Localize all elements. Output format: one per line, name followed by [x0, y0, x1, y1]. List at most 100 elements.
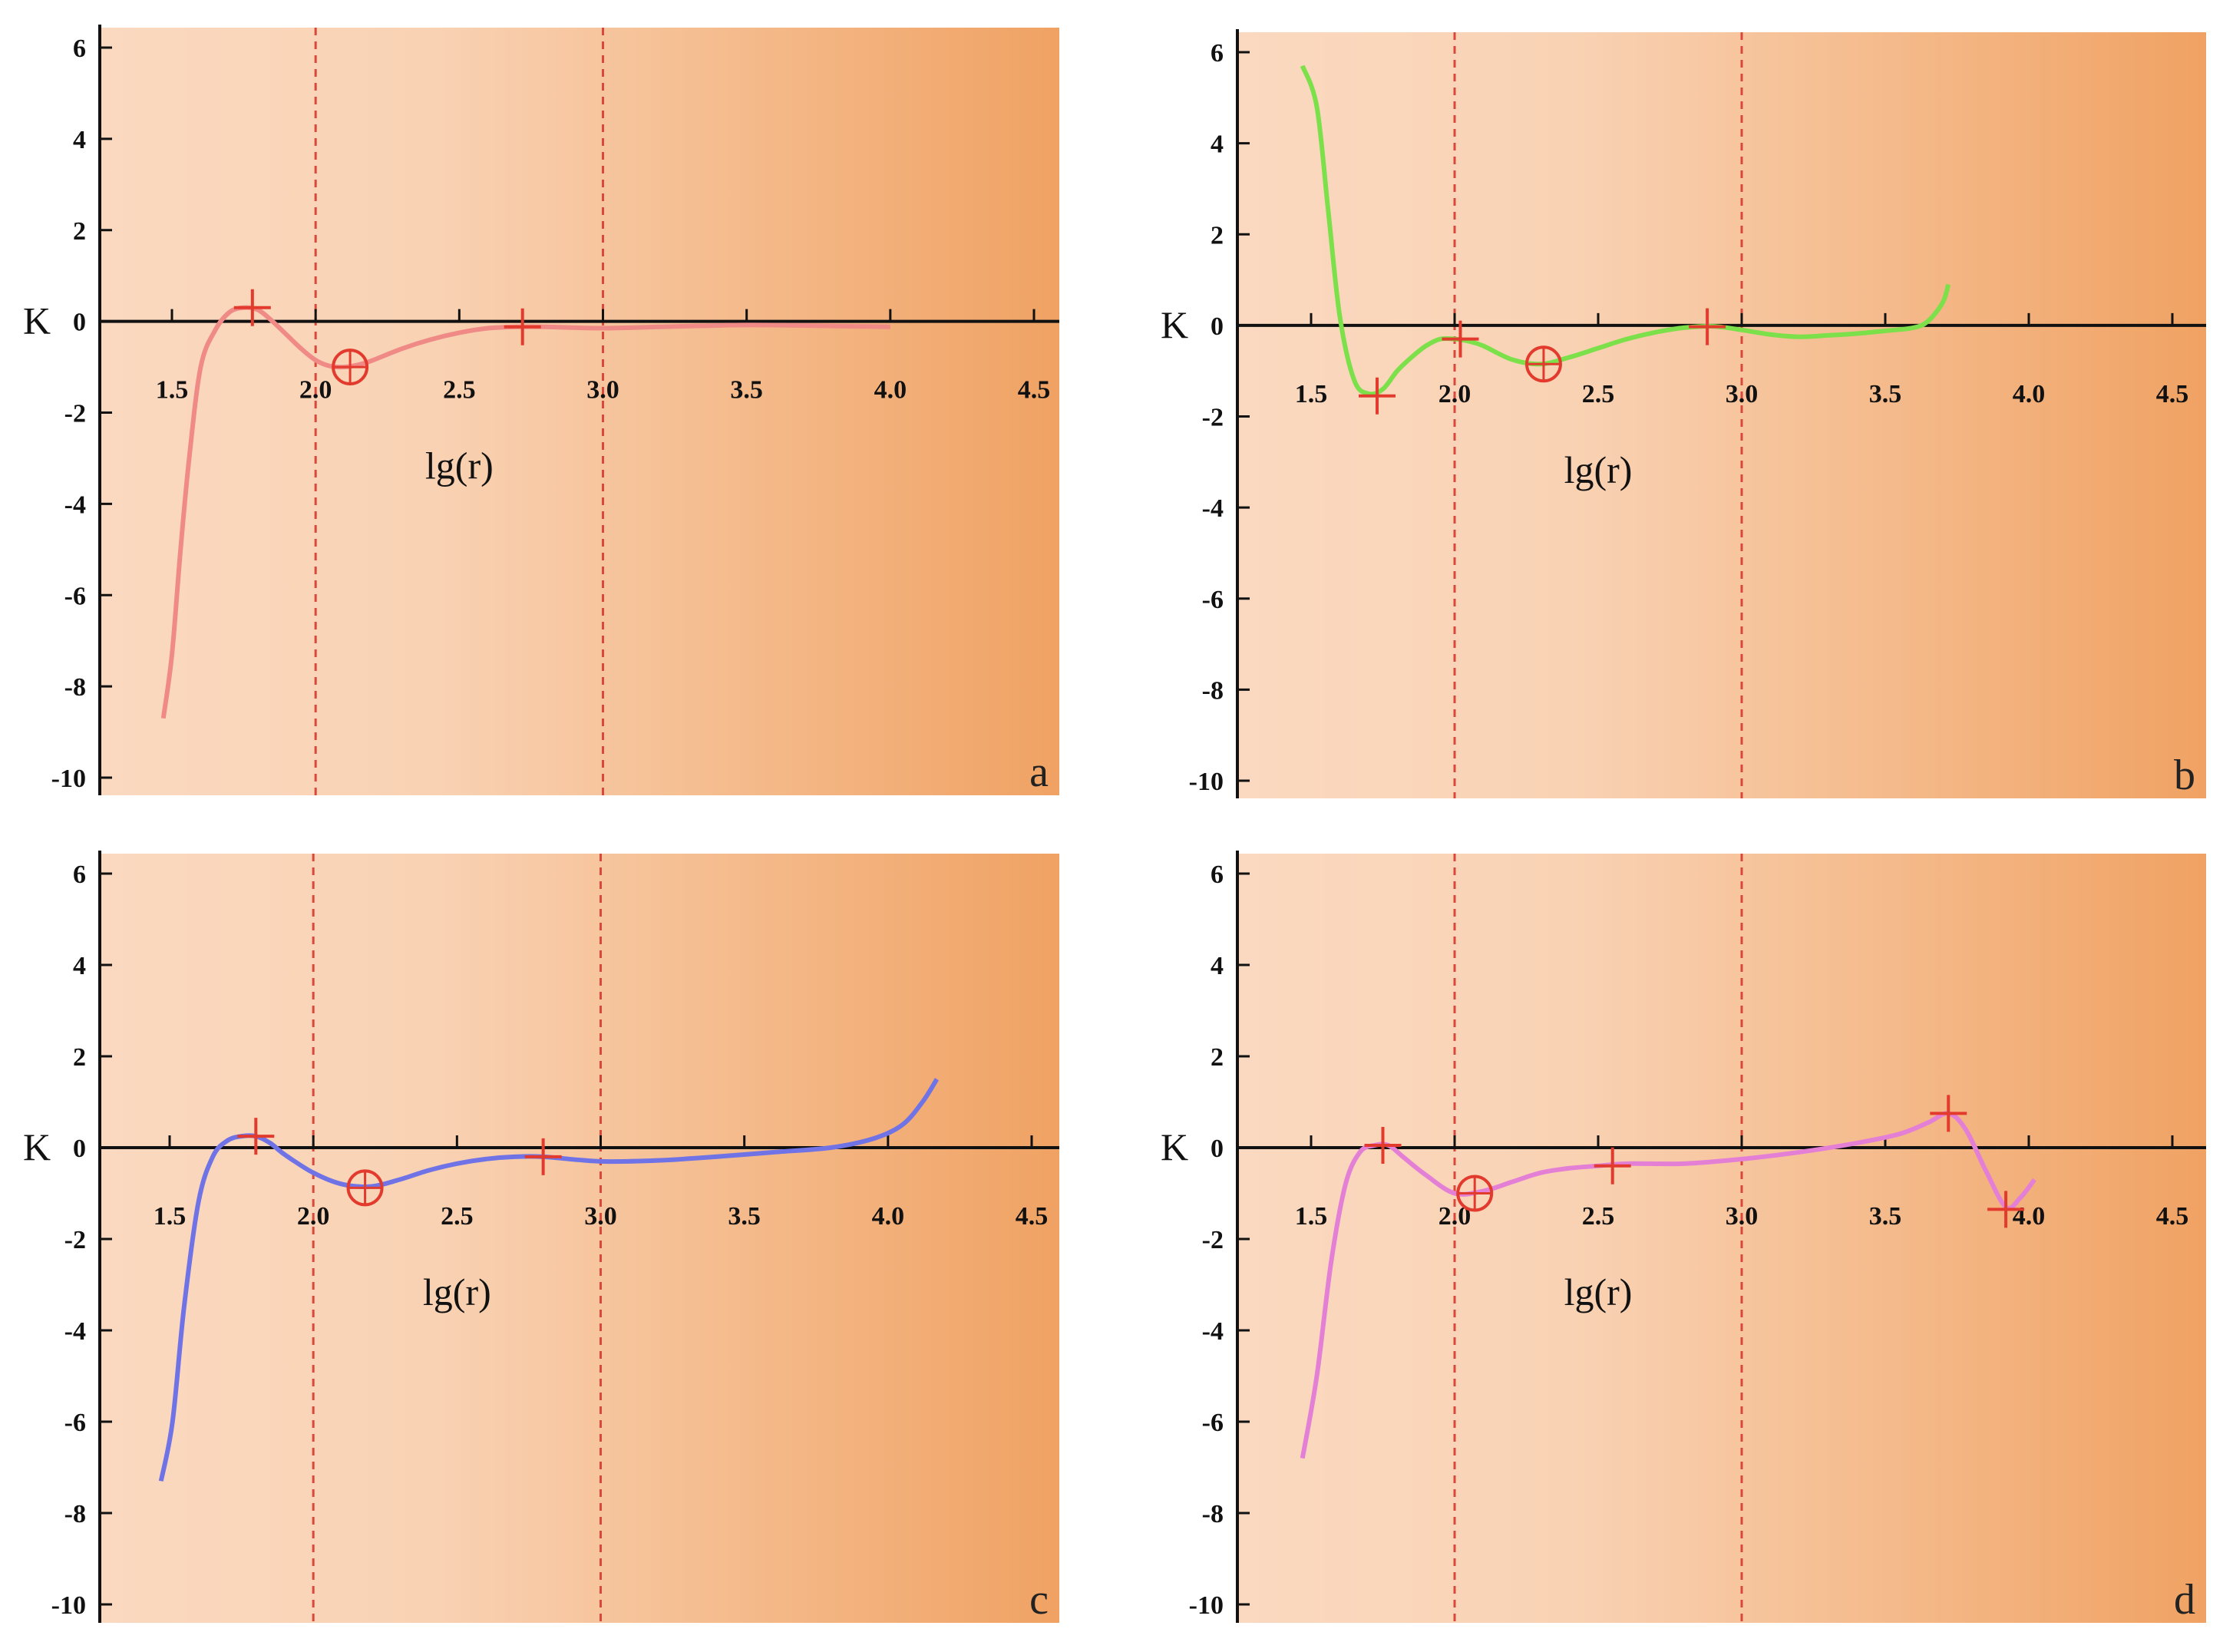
panel-a-y-tick-label: -10 [51, 765, 86, 793]
panel-c-x-tick-label: 4.0 [872, 1202, 905, 1231]
panel-a-x-axis-label: lg(r) [425, 444, 494, 487]
panel-c-y-tick-label: -6 [64, 1409, 86, 1437]
panel-a-y-tick-label: 2 [73, 217, 86, 246]
panel-b-letter: b [2174, 752, 2195, 799]
panel-c-y-tick-label: -8 [64, 1500, 86, 1528]
panel-d-y-tick-label: 6 [1211, 861, 1224, 889]
panel-a-x-tick-label: 2.5 [443, 376, 476, 405]
panel-c-y-tick-label: 4 [73, 952, 86, 980]
panel-a-circle-marker [332, 349, 369, 386]
panel-d-x-tick-label: 3.5 [1869, 1202, 1902, 1231]
panel-d-y-tick-label: -2 [1202, 1226, 1224, 1254]
panel-b-plus-marker [1359, 377, 1396, 415]
panel-a-y-tick-label: 4 [73, 126, 86, 154]
panel-b-plus-marker [1689, 308, 1726, 345]
panel-c-x-tick-label: 1.5 [154, 1202, 187, 1231]
panel-a-x-tick-label: 4.5 [1018, 376, 1051, 405]
panel-b-y-tick-label: 0 [1211, 312, 1224, 341]
panel-b-x-tick-label: 2.5 [1582, 380, 1615, 408]
panel-b-y-tick-label: 4 [1211, 131, 1224, 159]
panel-c-y-axis-label: K [23, 1125, 51, 1168]
panel-b-x-tick-label: 1.5 [1295, 380, 1328, 408]
panel-d-plus-marker [1930, 1095, 1967, 1132]
panel-c-x-tick-label: 2.0 [297, 1202, 330, 1231]
panel-a-y-tick-label: -2 [64, 400, 86, 428]
panel-b-y-axis-label: K [1161, 303, 1188, 346]
panel-d-y-tick-label: 2 [1211, 1043, 1224, 1072]
panel-b-y-tick-label: -8 [1202, 676, 1224, 705]
panel-a-x-tick-label: 4.0 [874, 376, 907, 405]
panel-a-y-tick-label: 0 [73, 309, 86, 337]
panel-c-plus-marker [524, 1138, 562, 1175]
panel-c-x-tick-label: 3.0 [584, 1202, 617, 1231]
panel-d-y-axis-label: K [1161, 1125, 1188, 1168]
panel-c-x-tick-label: 4.5 [1016, 1202, 1049, 1231]
panel-b-y-tick-label: 2 [1211, 221, 1224, 249]
panel-d-x-tick-label: 4.5 [2156, 1202, 2189, 1231]
panel-b-y-tick-label: -10 [1189, 768, 1224, 796]
panel-d-y-tick-label: -4 [1202, 1317, 1224, 1346]
panel-b-x-axis-label: lg(r) [1564, 448, 1633, 491]
panel-b-x-tick-label: 3.0 [1726, 380, 1759, 408]
panel-a-x-tick-label: 1.5 [156, 376, 189, 405]
panel-b-circle-marker [1524, 345, 1562, 383]
panel-d-y-tick-label: 0 [1211, 1135, 1224, 1163]
panel-b-x-tick-label: 2.0 [1439, 380, 1472, 408]
panel-d-background [1237, 854, 2206, 1623]
panel-c-background [100, 854, 1059, 1623]
panel-a-y-tick-label: 6 [73, 35, 86, 63]
panel-b-x-tick-label: 4.0 [2013, 380, 2046, 408]
panel-d-y-tick-label: -10 [1189, 1591, 1224, 1620]
panel-c-y-tick-label: -4 [64, 1317, 86, 1346]
panel-c-letter: c [1029, 1576, 1049, 1624]
panel-a-x-tick-label: 3.5 [730, 376, 763, 405]
panel-d-y-tick-label: -6 [1202, 1409, 1224, 1437]
panel-d-plus-marker [1594, 1147, 1631, 1184]
panel-a-background [100, 28, 1059, 795]
panel-c-y-tick-label: 6 [73, 861, 86, 889]
panel-a-y-tick-label: -4 [64, 491, 86, 519]
panel-c-y-tick-label: -2 [64, 1226, 86, 1254]
panel-d-x-tick-label: 1.5 [1295, 1202, 1328, 1231]
panel-b-y-tick-label: -6 [1202, 586, 1224, 614]
panel-b-plus-marker [1442, 320, 1479, 358]
panel-c-plus-marker [237, 1118, 275, 1155]
panel-a-letter: a [1029, 748, 1049, 796]
panel-d-y-tick-label: -8 [1202, 1500, 1224, 1528]
panel-b-y-tick-label: -4 [1202, 494, 1224, 523]
panel-c-circle-marker [346, 1169, 384, 1207]
panel-b-y-tick-label: 6 [1211, 39, 1224, 68]
panel-d-plus-marker [1987, 1191, 2025, 1228]
panel-d-circle-marker [1456, 1175, 1494, 1212]
panel-c-y-tick-label: 0 [73, 1135, 86, 1163]
panel-d-x-tick-label: 3.0 [1726, 1202, 1759, 1231]
panel-c-y-tick-label: 2 [73, 1043, 86, 1072]
panel-d-x-tick-label: 4.0 [2013, 1202, 2046, 1231]
panel-d-letter: d [2174, 1576, 2195, 1624]
panel-a-y-tick-label: -6 [64, 582, 86, 610]
panel-c-y-tick-label: -10 [51, 1591, 86, 1620]
panel-d-plus-marker [1364, 1127, 1402, 1165]
panel-c-x-tick-label: 2.5 [441, 1202, 474, 1231]
panel-a-plus-marker [233, 289, 271, 326]
panel-d-x-tick-label: 2.5 [1582, 1202, 1615, 1231]
panel-c-x-axis-label: lg(r) [423, 1270, 491, 1313]
panel-d-y-tick-label: 4 [1211, 952, 1224, 980]
panel-a-plus-marker [504, 308, 541, 345]
panel-a-y-tick-label: -8 [64, 673, 86, 702]
panel-b-y-tick-label: -2 [1202, 404, 1224, 432]
panel-a-x-tick-label: 3.0 [586, 376, 619, 405]
panel-d-x-axis-label: lg(r) [1564, 1270, 1633, 1313]
panel-b-x-tick-label: 4.5 [2156, 380, 2189, 408]
panel-a-x-tick-label: 2.0 [299, 376, 332, 405]
panel-c-x-tick-label: 3.5 [728, 1202, 761, 1231]
panel-c-curve [158, 1078, 940, 1482]
panel-b-x-tick-label: 3.5 [1869, 380, 1902, 408]
panel-a-y-axis-label: K [23, 299, 51, 342]
panel-b-background [1237, 32, 2206, 798]
